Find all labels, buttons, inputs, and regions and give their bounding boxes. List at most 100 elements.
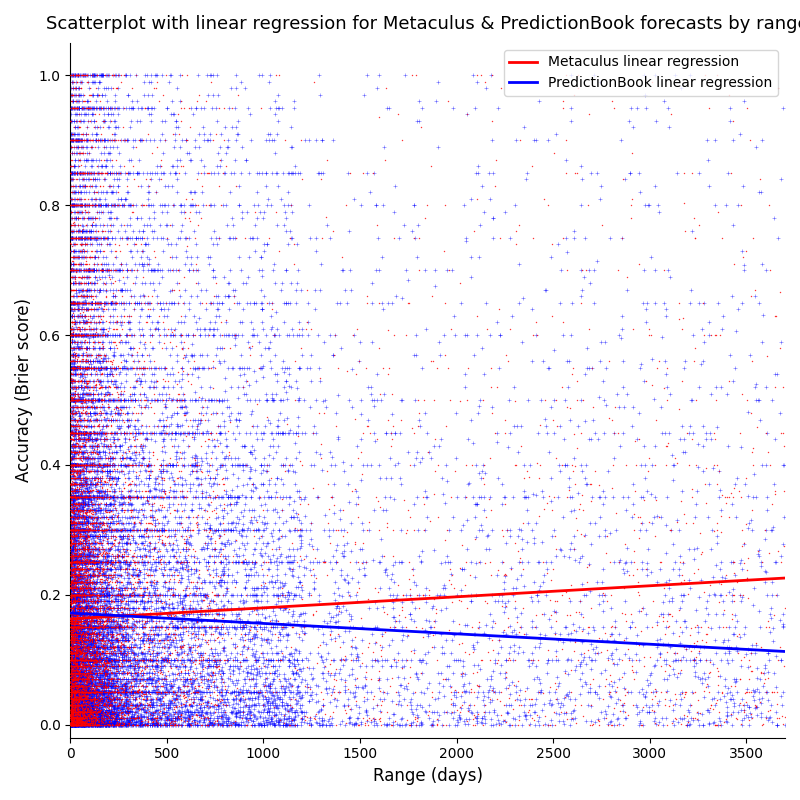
Point [110, 718, 122, 731]
Point [247, 631, 260, 644]
Point [66, 710, 79, 722]
Point [66, 628, 79, 641]
Point [577, 504, 590, 517]
Point [250, 712, 263, 725]
Point [70, 708, 82, 721]
Point [65, 264, 78, 277]
Point [93, 555, 106, 568]
Point [639, 690, 652, 702]
Point [258, 498, 271, 510]
Point [71, 400, 84, 413]
Point [94, 589, 107, 602]
Point [614, 134, 627, 146]
Point [163, 285, 176, 298]
Point [102, 329, 114, 342]
Point [68, 660, 81, 673]
Point [105, 569, 118, 582]
Point [71, 491, 84, 504]
Point [75, 623, 88, 636]
Point [213, 530, 226, 543]
Point [67, 186, 80, 198]
Point [66, 706, 79, 719]
Point [130, 712, 143, 725]
Point [754, 560, 767, 573]
Point [65, 673, 78, 686]
Point [70, 556, 82, 569]
Point [66, 394, 78, 406]
Point [72, 296, 85, 309]
Point [71, 335, 84, 348]
Point [80, 671, 93, 684]
Point [73, 523, 86, 536]
Point [574, 426, 587, 439]
Point [101, 681, 114, 694]
Point [66, 550, 79, 562]
Point [297, 627, 310, 640]
Point [65, 686, 78, 698]
Point [130, 140, 142, 153]
Point [105, 660, 118, 673]
Point [115, 485, 128, 498]
Point [394, 556, 407, 569]
Point [102, 571, 114, 584]
Point [99, 510, 112, 523]
Point [158, 166, 170, 179]
Point [554, 706, 567, 718]
Point [182, 420, 194, 433]
Point [262, 694, 274, 707]
Point [70, 666, 83, 679]
Point [257, 537, 270, 550]
Point [76, 602, 89, 614]
Point [500, 654, 513, 666]
Point [702, 706, 715, 718]
Point [294, 608, 306, 621]
Point [67, 667, 80, 680]
Point [116, 692, 129, 705]
Point [111, 643, 124, 656]
Point [78, 647, 90, 660]
Point [100, 654, 113, 666]
Point [65, 621, 78, 634]
Point [74, 682, 87, 694]
Point [66, 490, 78, 502]
Point [76, 654, 89, 666]
Point [65, 649, 78, 662]
Point [76, 677, 89, 690]
Point [117, 716, 130, 729]
Point [85, 530, 98, 543]
Point [73, 676, 86, 689]
Point [66, 673, 79, 686]
Point [89, 546, 102, 559]
Point [74, 523, 87, 536]
Point [274, 192, 287, 205]
Point [651, 698, 664, 711]
Point [84, 303, 97, 316]
Point [233, 687, 246, 700]
Point [105, 406, 118, 419]
Point [72, 572, 85, 585]
Point [71, 708, 84, 721]
Point [177, 639, 190, 652]
Point [102, 602, 114, 614]
Point [82, 717, 94, 730]
Point [268, 709, 281, 722]
Point [83, 621, 96, 634]
Point [151, 706, 164, 719]
Point [101, 374, 114, 387]
Point [72, 607, 85, 620]
Point [126, 713, 139, 726]
Point [104, 718, 117, 731]
Point [502, 440, 514, 453]
Point [66, 225, 79, 238]
Point [127, 666, 140, 679]
Point [81, 659, 94, 672]
Point [80, 714, 93, 726]
Point [113, 621, 126, 634]
Point [241, 589, 254, 602]
Point [168, 632, 181, 645]
Point [94, 608, 107, 621]
Point [66, 718, 78, 731]
Point [123, 394, 136, 406]
Point [91, 556, 104, 569]
Point [74, 619, 87, 632]
